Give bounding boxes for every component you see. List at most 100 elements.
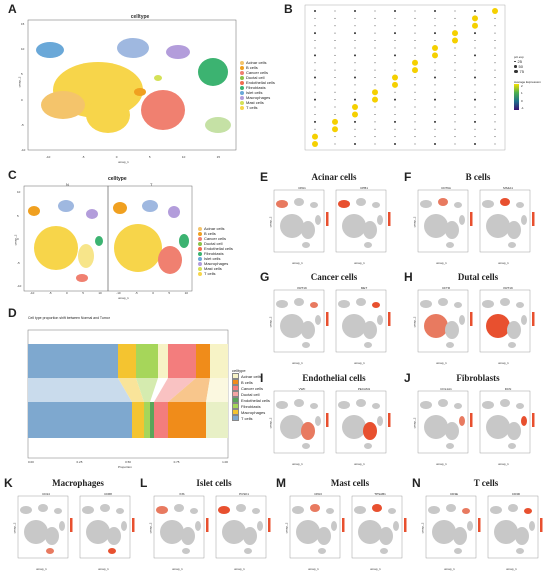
dotplot-dot (354, 62, 356, 64)
feature-umap (417, 289, 473, 353)
dotplot-dot (474, 84, 476, 86)
cluster-blob (342, 314, 366, 338)
expression-colorbar (388, 212, 391, 226)
dotplot-dot (352, 111, 358, 118)
expression-colorbar (342, 518, 345, 532)
feature-panel-title: Mast cells (330, 478, 370, 488)
cluster-blob (372, 403, 380, 409)
cluster-blob (364, 443, 372, 449)
panel-label-e: E (260, 170, 269, 184)
dotplot-dot (394, 143, 396, 145)
dotplot-dot (434, 106, 436, 108)
dotplot-dot (454, 54, 456, 56)
dotplot-dot (334, 32, 336, 34)
panel-d-title: Cell type proportion shift between Norma… (28, 316, 110, 320)
dotplot-dot (474, 10, 476, 12)
dotplot-dot (354, 143, 356, 145)
feature-xlabel: umap_1 (436, 361, 447, 365)
dotplot-dot (414, 54, 416, 56)
expression-colorbar (326, 212, 329, 226)
feature-umap (17, 495, 73, 559)
cluster-blob (301, 321, 315, 339)
cluster-blob (356, 198, 366, 206)
cluster-blob (486, 415, 510, 439)
dotplot-dot (334, 54, 336, 56)
feature-xlabel: umap_1 (308, 567, 319, 571)
dotplot-dot (354, 91, 356, 93)
feature-umap (79, 495, 135, 559)
panel-c-title: celltype (108, 176, 127, 182)
cluster-blob (482, 200, 494, 208)
cluster-blob (393, 521, 399, 531)
cluster-blob (454, 202, 462, 208)
cluster-blob (45, 527, 59, 545)
dotplot-dot (394, 54, 396, 57)
cluster-blob (82, 506, 94, 514)
expression-colorbar (326, 413, 329, 427)
expression-colorbar (404, 518, 407, 532)
cluster-blob (280, 214, 304, 238)
cluster-blob (507, 221, 521, 239)
gene-label: MET (360, 286, 368, 290)
dotplot-dot (454, 113, 456, 115)
dotplot-dot (412, 59, 418, 66)
cluster-blob (424, 214, 448, 238)
dotplot-dot (434, 98, 436, 101)
cluster-blob (420, 300, 432, 308)
feature-panel-l: L Islet cells INS PCSK1 umap_1 umap_1 umap_2 (140, 476, 278, 574)
cluster-blob (377, 315, 383, 325)
cluster-blob (315, 315, 321, 325)
cluster-blob (294, 298, 304, 306)
dotplot-dot (334, 99, 336, 101)
cluster-blob (372, 302, 380, 308)
gene-label: KRT19 (503, 286, 513, 290)
feature-panel-f: F B cells CD79A MS4A1 umap_1 umap_1 umap_2 (404, 170, 542, 268)
dotplot-dot (414, 47, 416, 49)
dotplot-dot (394, 40, 396, 42)
gene-label: CPA1 (298, 186, 306, 190)
cluster-blob (377, 416, 383, 426)
feature-xlabel: umap_1 (354, 261, 365, 265)
gene-label: PECAM1 (357, 387, 371, 391)
dotplot-dot (494, 128, 496, 130)
feature-panel-title: B cells (465, 172, 491, 182)
dotplot-dot (454, 47, 456, 49)
dotplot-dot (494, 47, 496, 49)
cluster-blob (515, 527, 529, 545)
cluster-blob (121, 521, 127, 531)
dotplot-dot (494, 121, 496, 123)
dotplot-dot (312, 141, 318, 147)
cluster-blob (20, 506, 32, 514)
cluster-blob (363, 221, 377, 239)
gene-label: CD68 (104, 492, 112, 496)
dotplot-dot (354, 40, 356, 42)
feature-xlabel: umap_1 (498, 361, 509, 365)
dotplot-dot (454, 143, 456, 145)
cluster-blob (467, 521, 473, 531)
dotplot-dot (334, 77, 336, 78)
dotplot-dot (354, 32, 356, 35)
gene-label: CD3E (449, 492, 458, 496)
dotplot-dot (494, 77, 496, 78)
dotplot-dot (454, 136, 456, 138)
cluster-blob (363, 422, 377, 440)
dotplot-dot (314, 128, 316, 130)
feature-panel-title: Dutal cells (457, 272, 499, 282)
cluster-blob (38, 504, 48, 512)
cluster-blob (326, 508, 334, 514)
dotplot-dot (434, 25, 436, 27)
dotplot-dot (354, 76, 356, 79)
dotplot-dot (414, 10, 416, 12)
dotplot-dot (434, 17, 436, 19)
dotplot-dot (374, 25, 376, 27)
dotplot-dot (474, 98, 476, 101)
dotplot-dot (474, 120, 476, 123)
dotplot-dot (374, 128, 376, 130)
dotplot-dot (434, 32, 436, 35)
cluster-blob (107, 527, 121, 545)
feature-ylabel: umap_2 (148, 522, 153, 534)
cluster-blob (508, 443, 516, 449)
feature-umap (335, 390, 391, 454)
feature-umap (335, 289, 391, 353)
gene-label: CD14 (42, 492, 50, 496)
